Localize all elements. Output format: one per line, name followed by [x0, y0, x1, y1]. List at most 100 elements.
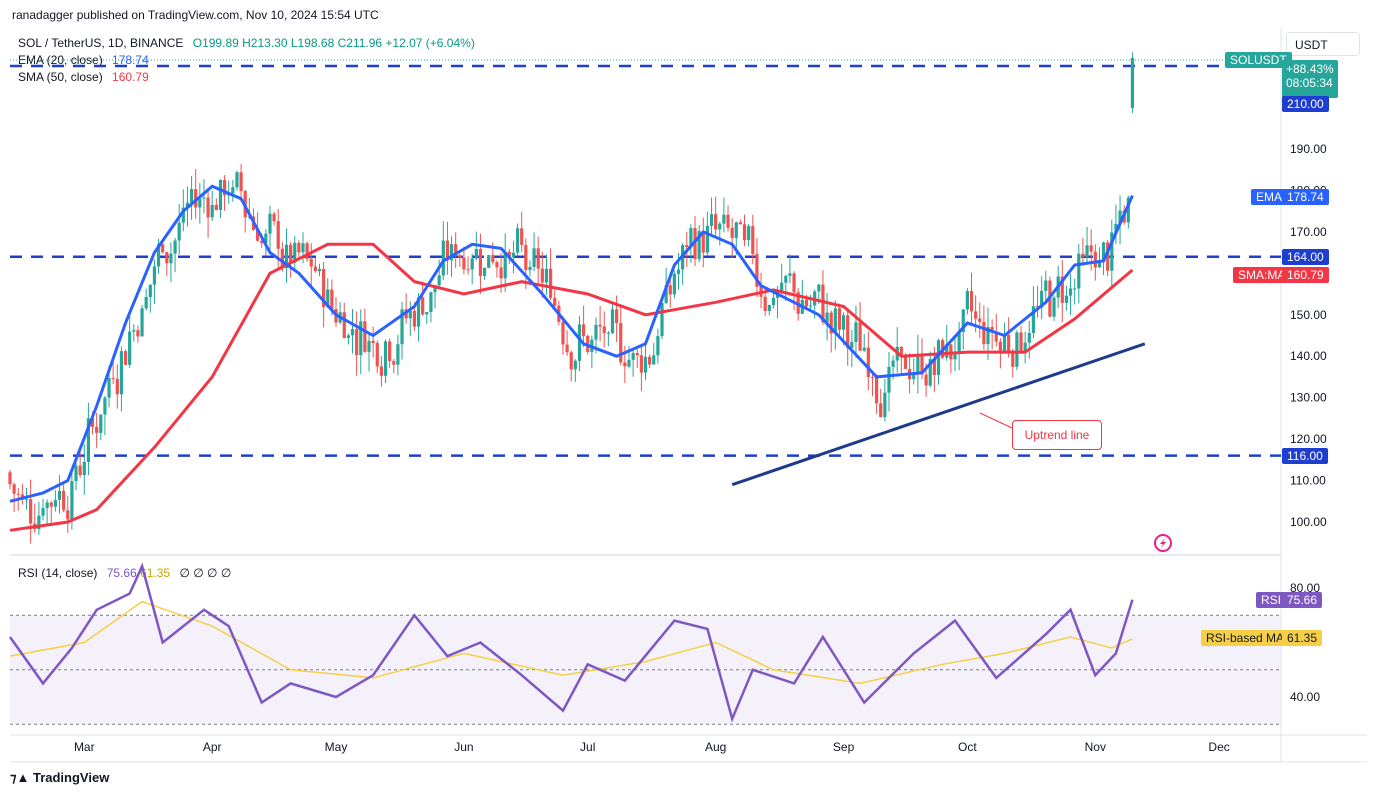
rsi-ma-axis-value: 61.35	[1282, 630, 1323, 646]
candle-body	[1035, 306, 1040, 308]
candle-body	[317, 268, 322, 272]
symbol-legend: SOL / TetherUS, 1D, BINANCE O199.89 H213…	[18, 36, 475, 50]
candle-body	[429, 292, 433, 313]
candle-body	[536, 248, 540, 269]
rsi-axis-label: RSI	[1256, 592, 1287, 608]
candle-body	[990, 326, 994, 333]
candle-body	[722, 214, 726, 224]
candle-body	[53, 499, 57, 507]
candle-body	[668, 285, 672, 295]
candle-body	[891, 360, 895, 367]
time-tick-label: Mar	[74, 740, 95, 754]
candle-body	[206, 197, 210, 218]
currency-selector[interactable]: USDT	[1286, 32, 1360, 56]
candle-body	[239, 172, 243, 192]
candle-body	[8, 472, 12, 485]
candle-body	[701, 231, 705, 253]
price-tick-label: 170.00	[1290, 225, 1327, 239]
candle-body	[734, 222, 738, 238]
candle-body	[284, 244, 289, 269]
change-value: +12.07 (+6.04%)	[385, 36, 475, 50]
candle-body	[1073, 288, 1077, 290]
price-tick-label: 150.00	[1290, 308, 1327, 322]
candle-body	[817, 284, 821, 292]
candle-body	[136, 330, 140, 337]
candle-body	[1031, 306, 1036, 333]
candle-body	[532, 248, 536, 267]
candle-body	[478, 248, 483, 276]
candle-body	[416, 297, 421, 327]
candle-body	[540, 268, 544, 283]
candle-body	[62, 490, 66, 511]
candle-body	[742, 224, 747, 241]
candle-body	[470, 258, 474, 270]
candle-body	[218, 179, 223, 211]
tradingview-logo[interactable]: ⁊▲ TradingView	[10, 770, 109, 786]
candle-body	[425, 312, 429, 315]
candle-body	[1060, 276, 1064, 303]
candle-body	[825, 312, 829, 323]
candle-body	[412, 310, 417, 327]
candle-body	[309, 258, 313, 267]
candle-body	[305, 243, 309, 259]
candle-body	[454, 244, 458, 256]
candle-body	[16, 493, 20, 495]
symbol-price-tag: SOLUSDT	[1225, 52, 1292, 68]
candle-body	[1101, 242, 1106, 262]
candle-body	[883, 392, 887, 418]
candle-body	[709, 214, 714, 226]
pct-change-tag: +88.43%	[1286, 62, 1334, 76]
candle-body	[833, 308, 837, 334]
lightning-icon[interactable]	[1154, 534, 1172, 552]
candle-body	[899, 346, 903, 356]
candle-body	[474, 248, 478, 259]
time-tick-label: Aug	[705, 740, 726, 754]
candle-body	[346, 335, 350, 339]
low-value: L198.68	[290, 36, 335, 50]
sma-axis-value: 160.79	[1282, 267, 1329, 283]
ema-axis-value: 178.74	[1282, 189, 1329, 205]
candle-body	[656, 336, 660, 356]
candle-body	[615, 309, 619, 324]
candle-body	[383, 341, 388, 376]
candle-body	[202, 197, 206, 199]
candle-body	[1093, 251, 1097, 268]
candle-body	[610, 309, 615, 333]
candle-body	[367, 340, 371, 352]
candle-body	[388, 341, 392, 362]
level-164-tag: 164.00	[1282, 249, 1329, 265]
candle-body	[920, 353, 924, 375]
candle-body	[582, 324, 586, 336]
candle-body	[689, 228, 693, 248]
rsi-legend-extra: ∅ ∅ ∅ ∅	[179, 566, 232, 580]
rsi-line	[8, 562, 1134, 723]
candle-body	[1052, 297, 1056, 317]
candle-body	[330, 289, 334, 309]
time-tick-label: Oct	[958, 740, 977, 754]
candle-body	[466, 269, 470, 271]
candle-body	[1007, 334, 1011, 352]
candle-body	[804, 299, 809, 307]
candle-body	[961, 309, 965, 332]
time-tick-label: Apr	[203, 740, 222, 754]
candle-body	[771, 297, 776, 306]
uptrend-annotation[interactable]: Uptrend line	[1012, 420, 1102, 450]
candle-body	[631, 353, 635, 360]
sma-legend-label: SMA (50, close)	[18, 70, 103, 84]
candle-body	[326, 289, 330, 308]
candle-body	[718, 223, 722, 230]
candle-body	[544, 268, 549, 283]
rsi-ma-legend-value: 61.35	[140, 566, 171, 580]
candle-body	[763, 296, 767, 311]
candle-body	[375, 343, 379, 367]
price-tick-label: 140.00	[1290, 349, 1327, 363]
candle-body	[297, 242, 301, 253]
candle-body	[280, 248, 284, 269]
tradingview-name: TradingView	[32, 770, 110, 785]
candle-body	[648, 356, 652, 365]
rsi-legend-value: 75.66	[106, 566, 137, 580]
candle-body	[982, 321, 986, 345]
candle-body	[969, 290, 974, 312]
candle-body	[293, 242, 297, 263]
